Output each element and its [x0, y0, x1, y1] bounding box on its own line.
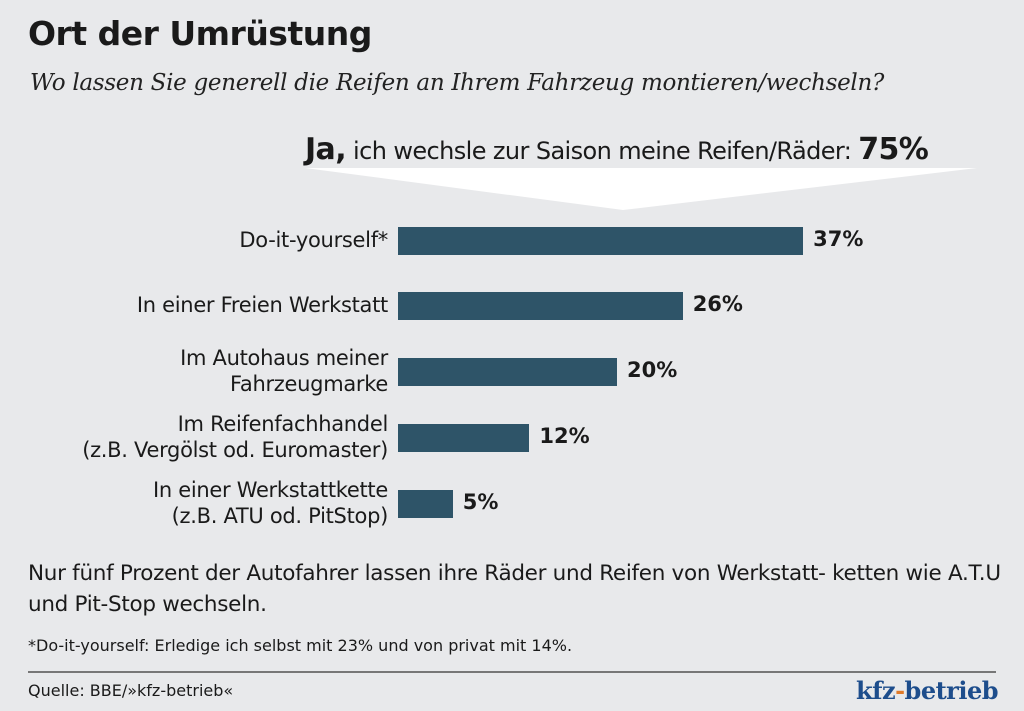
- category-line: Do-it-yourself*: [239, 228, 388, 252]
- value-label: 37%: [813, 227, 864, 251]
- source: Quelle: BBE/»kfz-betrieb«: [28, 681, 234, 700]
- bar: [398, 292, 683, 320]
- chart-title: Ort der Umrüstung: [28, 14, 372, 53]
- category-line: (z.B. Vergölst od. Euromaster): [82, 438, 388, 462]
- category-line: Im Reifenfachhandel: [177, 412, 389, 436]
- kfz-betrieb-logo: kfz-betrieb: [855, 676, 999, 705]
- category-label: In einer Werkstattkette (z.B. ATU od. Pit…: [153, 477, 388, 529]
- chart-subtitle: Wo lassen Sie generell die Reifen an Ihr…: [30, 70, 885, 96]
- category-label: Do-it-yourself*: [239, 227, 388, 253]
- summary-note: Nur fünf Prozent der Autofahrer lassen i…: [28, 561, 1001, 617]
- value-label: 20%: [627, 358, 678, 382]
- logo-part: betrieb: [904, 676, 999, 705]
- callout: Ja, ich wechsle zur Saison meine Reifen/…: [305, 132, 929, 167]
- category-line: In einer Freien Werkstatt: [136, 293, 388, 317]
- value-label: 26%: [692, 292, 743, 316]
- bar: [398, 490, 453, 518]
- category-label: Im Reifenfachhandel (z.B. Vergölst od. Eu…: [82, 411, 388, 463]
- callout-arrow: [305, 168, 977, 210]
- category-line: Im Autohaus meiner: [180, 346, 388, 370]
- bar: [398, 358, 617, 386]
- callout-bold: Ja,: [305, 132, 347, 167]
- category-label: Im Autohaus meiner Fahrzeugmarke: [180, 345, 388, 397]
- callout-text: ich wechsle zur Saison meine Reifen/Räde…: [346, 137, 859, 165]
- category-line: In einer Werkstattkette: [152, 478, 388, 502]
- category-line: (z.B. ATU od. PitStop): [171, 504, 389, 528]
- logo-part: kfz: [855, 676, 896, 705]
- bar: [398, 424, 530, 452]
- footnote: *Do-it-yourself: Erledige ich selbst mit…: [28, 636, 573, 655]
- value-label: 5%: [462, 490, 499, 514]
- category-label: In einer Freien Werkstatt: [137, 292, 388, 318]
- category-line: Fahrzeugmarke: [230, 372, 388, 396]
- divider: [28, 671, 996, 673]
- value-label: 12%: [539, 424, 590, 448]
- callout-value: 75%: [858, 132, 929, 167]
- bar: [398, 227, 804, 255]
- logo-dash: -: [895, 676, 905, 705]
